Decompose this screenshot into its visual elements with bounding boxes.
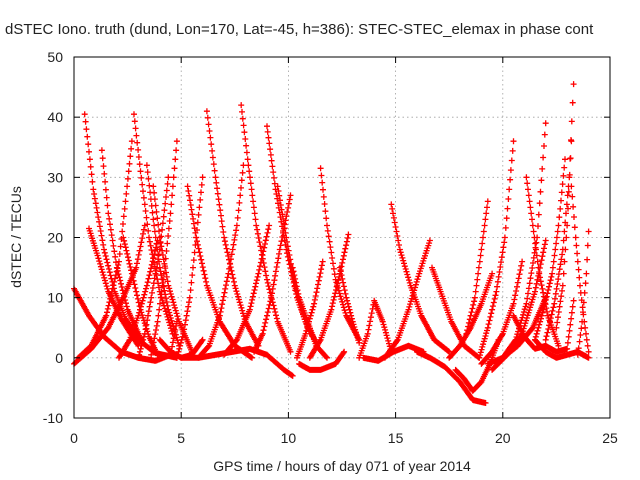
series-arc-10 bbox=[135, 174, 172, 361]
series-arc-26 bbox=[294, 258, 326, 361]
series-arc-29 bbox=[296, 348, 348, 373]
data-point bbox=[499, 120, 549, 361]
data-point bbox=[195, 162, 247, 361]
data-point bbox=[135, 174, 172, 361]
x-axis-label: GPS time / hours of day 071 of year 2014 bbox=[213, 458, 471, 474]
data-point bbox=[317, 165, 363, 343]
series-arc-50 bbox=[574, 228, 592, 358]
series-arc-27 bbox=[317, 165, 363, 343]
series-arc-19 bbox=[195, 162, 247, 361]
data-point bbox=[148, 138, 180, 358]
series-arc-24 bbox=[274, 183, 320, 346]
series-arc-31 bbox=[356, 297, 395, 361]
x-tick-label: 10 bbox=[281, 430, 297, 446]
series-arc-52 bbox=[532, 336, 592, 361]
x-tick-label: 15 bbox=[388, 430, 404, 446]
series-arc-44 bbox=[499, 120, 549, 361]
y-tick-label: 10 bbox=[47, 290, 63, 306]
series-arc-40 bbox=[476, 138, 517, 361]
series-arc-37 bbox=[446, 270, 496, 361]
data-point bbox=[294, 258, 326, 361]
y-tick-labels: -10 0 10 20 30 40 50 bbox=[43, 49, 63, 426]
data-point bbox=[203, 108, 262, 349]
series-arc-30 bbox=[336, 264, 363, 346]
y-tick-label: 30 bbox=[47, 169, 63, 185]
y-tick-label: 40 bbox=[47, 109, 63, 125]
y-tick-label: -10 bbox=[43, 410, 63, 426]
data-point bbox=[173, 174, 206, 361]
x-tick-labels: 0 5 10 15 20 25 bbox=[70, 430, 618, 446]
series-arc-41 bbox=[478, 258, 526, 367]
series-arc-36 bbox=[414, 348, 489, 406]
series-arc-15 bbox=[173, 174, 206, 361]
y-tick-label: 20 bbox=[47, 230, 63, 246]
series-arc-39 bbox=[463, 198, 491, 337]
series-arc-12 bbox=[148, 138, 180, 358]
data-point bbox=[553, 138, 575, 331]
data-point bbox=[336, 264, 363, 346]
data-point bbox=[476, 138, 517, 361]
data-point bbox=[478, 258, 526, 367]
data-point bbox=[221, 222, 273, 358]
data-point bbox=[356, 297, 395, 361]
x-tick-label: 25 bbox=[602, 430, 618, 446]
series-arc-32 bbox=[388, 201, 453, 355]
x-tick-label: 20 bbox=[495, 430, 511, 446]
y-tick-label: 50 bbox=[47, 49, 63, 65]
data-point bbox=[274, 183, 320, 346]
series-arc-22 bbox=[251, 192, 294, 355]
series-arc-21 bbox=[221, 222, 273, 358]
data-marks bbox=[71, 81, 592, 406]
y-axis-label: dSTEC / TECUs bbox=[8, 186, 24, 288]
series-arc-49 bbox=[568, 183, 592, 355]
data-point bbox=[568, 183, 592, 355]
data-point bbox=[532, 336, 592, 361]
x-tick-label: 5 bbox=[177, 430, 185, 446]
data-point bbox=[388, 201, 453, 355]
data-point bbox=[574, 228, 592, 358]
data-point bbox=[296, 348, 348, 373]
chart-title: dSTEC Iono. truth (dund, Lon=170, Lat=-4… bbox=[5, 21, 594, 38]
data-point bbox=[446, 270, 496, 361]
data-point bbox=[251, 192, 294, 355]
axis-ticks bbox=[73, 56, 611, 419]
series-arc-18 bbox=[203, 108, 262, 349]
data-point bbox=[463, 198, 491, 337]
series-arc-48 bbox=[553, 138, 575, 331]
data-point bbox=[143, 162, 183, 349]
data-point bbox=[414, 348, 489, 406]
x-tick-label: 0 bbox=[70, 430, 78, 446]
y-tick-label: 0 bbox=[55, 350, 63, 366]
series-arc-11 bbox=[143, 162, 183, 349]
